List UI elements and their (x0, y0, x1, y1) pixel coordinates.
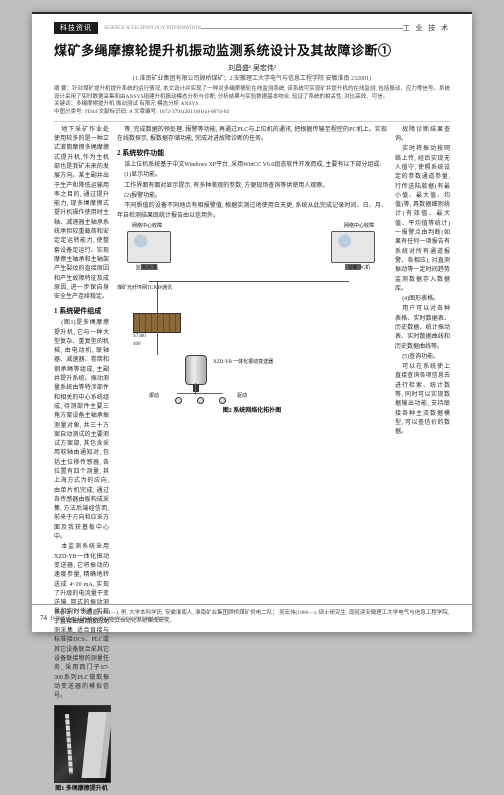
hw-para-1: (图1)是多绳摩擦提升机, 它与一种大型复杂、重复型的机械, 由电动机, 联轴器… (54, 319, 109, 542)
figure-1-photo (54, 705, 111, 783)
abstract-block: 摘 要：针对煤矿提升机提升系统的运行情况, 本文设计并实现了一种对多绳摩擦轮在线… (54, 86, 450, 117)
plc-module (133, 313, 181, 333)
c2-para-4: 不同质值的设备不同地点有相报警值, 根据实测过地使用白天更, 系统从此完成记录时… (117, 202, 387, 221)
drop-line-2 (157, 331, 158, 355)
column-2: 等, 完成数据的预处理, 报警等功能, 再通过PLC与上位机的通讯, 把根据传输… (117, 126, 387, 795)
c2-para-3: 工作界面有面对显示提示, 有多种美观的参数, 方便现场查询等供使用人观察。 (117, 182, 387, 191)
c3-para-2: 用户可以对各种表格、实时数据表、历史数据、统计振动表、实时散据曲线和历史数据曲线… (395, 305, 450, 351)
bullet-1: (1)显示功能。 (117, 171, 387, 180)
xzd-label: XZD-YB 一体化振动变送器 (213, 359, 313, 367)
figure-1-caption: 图1 多绳摩擦提升机 (54, 785, 109, 794)
label-right-1: 网络中心收障 (331, 223, 387, 231)
column-3: 故障诊断结果查询。 实时将振动按网络上传, 经后实现无人值守, 使照系统设定的参… (395, 126, 450, 795)
c2-para-1: 等, 完成数据的预处理, 报警等功能, 再通过PLC与上位机的通讯, 把根据传输… (117, 126, 387, 145)
article-title: 煤矿多绳摩擦轮提升机振动监测系统设计及其故障诊断① (54, 40, 450, 59)
separator (54, 121, 450, 122)
header-bar: 科技资讯 SCIENCE & TECHNOLOGY INFORMATION 工 … (54, 22, 450, 34)
bullet-2: (2)报警功能。 (117, 192, 387, 201)
sensor-node-2 (197, 397, 204, 404)
label-left-2: 监测 PC机 (119, 265, 175, 273)
section-1-heading: 1 系统硬件组成 (54, 306, 109, 317)
page-no: 74 (40, 614, 47, 622)
label-left-1: 网络中心收障 (119, 223, 175, 231)
drive-label: 振动 (139, 393, 169, 401)
drop-line-1 (157, 281, 158, 313)
intro-para: 地下采矿作业处使用较多的是一种立式滚筒摩擦多绳摩擦式提升机,作为主机部也是我矿未… (54, 126, 109, 303)
sensor-bus (177, 393, 223, 394)
abstract-text: 摘 要：针对煤矿提升机提升系统的运行情况, 本文设计并实现了一种对多绳摩擦轮在线… (54, 86, 450, 101)
fiber-label: 煤矿光纤环网TCP/IP通讯 (117, 285, 237, 293)
figure-2-diagram: 网络中心收障 监测 PC机 网络中心收障 诊断 PC机 煤矿光纤环网TCP/IP… (115, 225, 385, 405)
sensor-node-1 (175, 397, 182, 404)
authors: 刘昌盛¹ 吴宏伟² (54, 63, 450, 73)
body-columns: 地下采矿作业处使用较多的是一种立式滚筒摩擦多绳摩擦式提升机,作为主机部也是我矿未… (54, 126, 450, 795)
page-number: 74 科技资讯 SCIENCE & TECHNOLOGY INFORMATION (40, 614, 169, 622)
classification: 中图分类号: TD44 文献标识码: A 文章编号: 1672-3791(201… (54, 109, 450, 117)
footer-sub: 科技资讯 SCIENCE & TECHNOLOGY INFORMATION (51, 617, 169, 622)
c3-para-1: 实时将振动按网络上传, 经后实现无人值守, 使照系统设定的参数通道参量, 行传送… (395, 145, 450, 294)
sensor-cylinder (185, 355, 207, 385)
journal-sub: SCIENCE & TECHNOLOGY INFORMATION (104, 26, 201, 31)
journal-name-tag: 科技资讯 (54, 22, 98, 34)
c3-heading: 故障诊断结果查询。 (395, 126, 450, 145)
bullet-4: (4)图形表格。 (395, 295, 450, 304)
keywords: 关键词：多绳摩擦提升机 振动测试 有限元 模态分析 ANSYS (54, 101, 450, 109)
section-2-heading: 2 系统软件功能 (117, 148, 387, 159)
bullet-5: (5)查询功能。 (395, 353, 450, 362)
figure-2-caption: 图2 系统网络化拓扑图 (117, 407, 387, 416)
arrow-label: 驱动 (227, 393, 257, 401)
column-1: 地下采矿作业处使用较多的是一种立式滚筒摩擦多绳摩擦式提升机,作为主机部也是我矿未… (54, 126, 109, 795)
header-rule (201, 28, 403, 29)
c3-para-3: 可以在系统使上直接查询各项信息去进行检索、统计数等, 同时可以实现数据输出功能,… (395, 363, 450, 437)
bus-line-top (149, 281, 349, 282)
affiliation: (1.淮南矿业集团有限公司顾桥煤矿；2.安徽理工大学电气与信息工程学院 安徽淮南… (54, 73, 450, 82)
plc-label-2: 400 (133, 341, 141, 349)
sensor-drop (195, 383, 196, 395)
label-right-2: 诊断 PC机 (331, 265, 387, 273)
page: 科技资讯 SCIENCE & TECHNOLOGY INFORMATION 工 … (32, 12, 472, 632)
plc-label-1: S7300 (133, 333, 146, 341)
category-label: 工 业 技 术 (403, 23, 450, 33)
sensor-node-3 (219, 397, 226, 404)
c2-para-2: 该上位机系统基于中文Windows XP平台, 采用WinCC V6.0组态软件… (117, 161, 387, 170)
